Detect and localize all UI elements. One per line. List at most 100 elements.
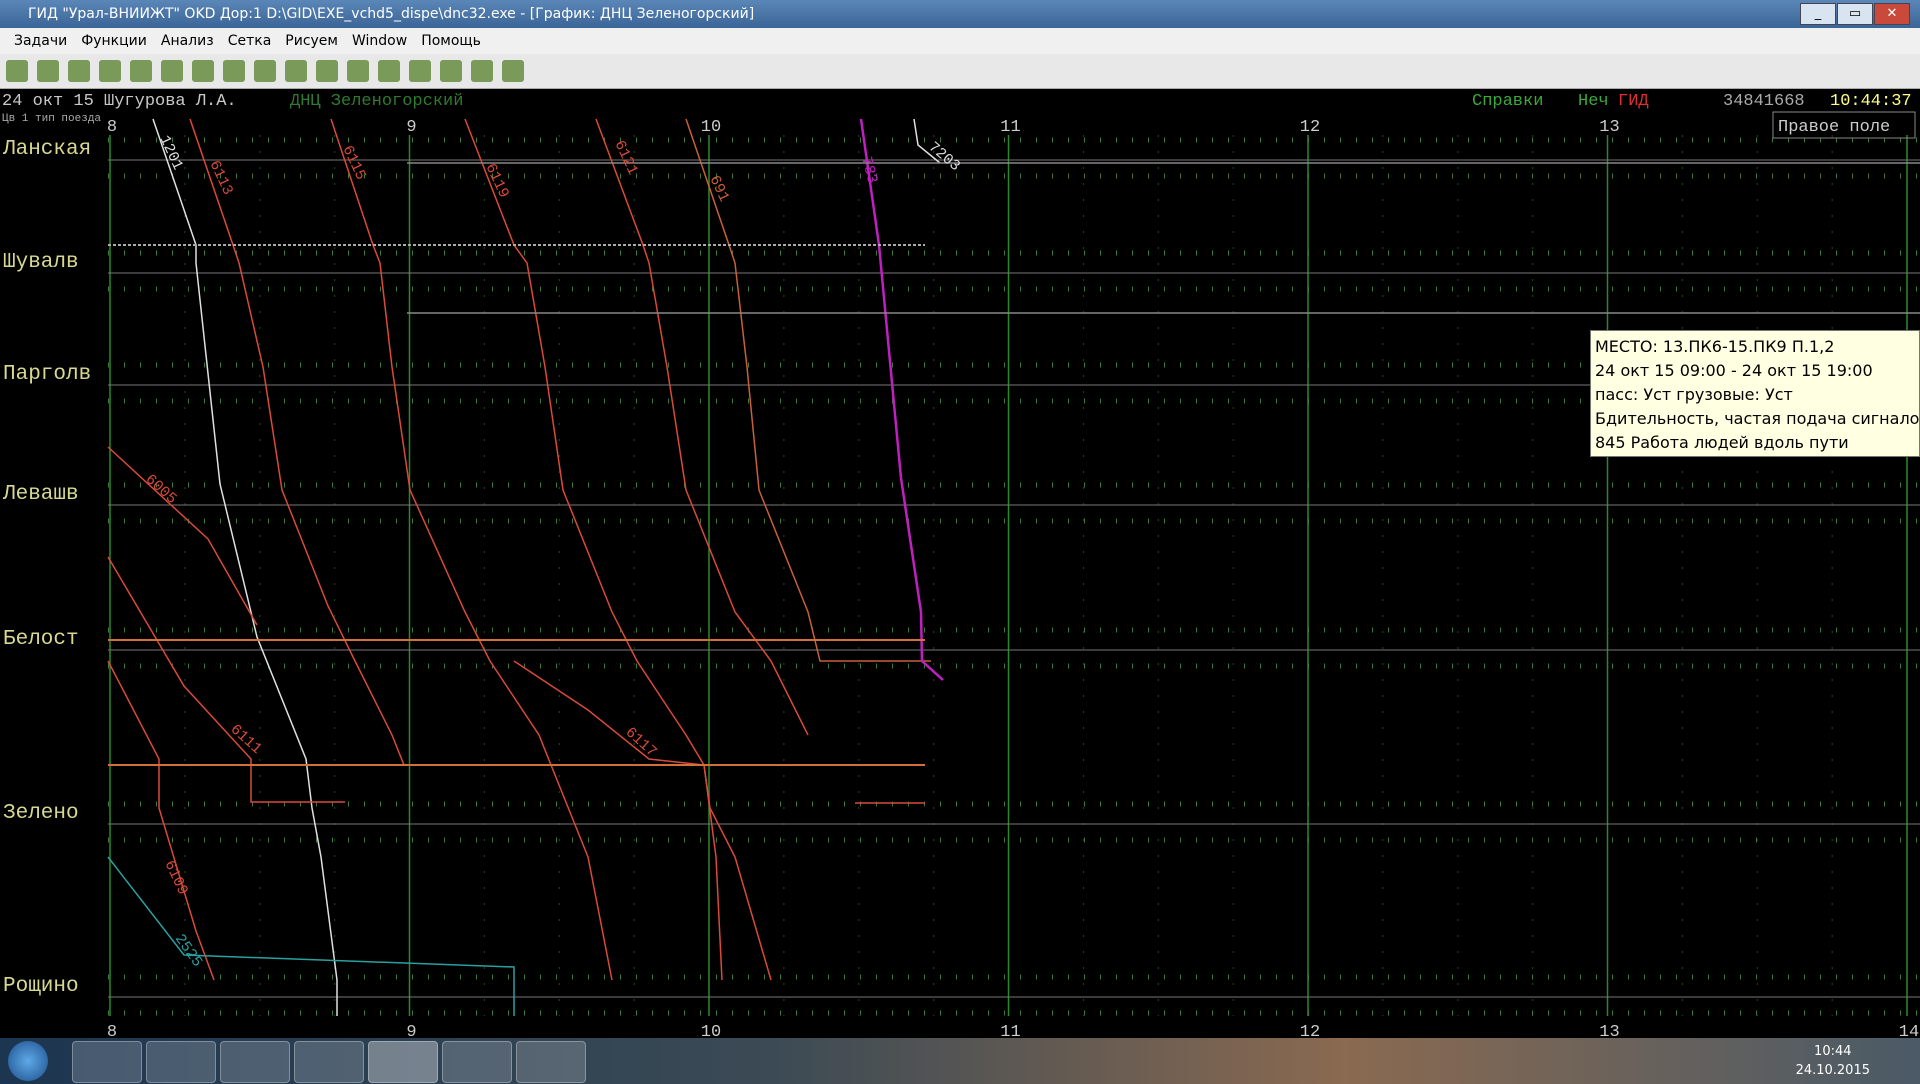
station-name: Рощино [3, 975, 79, 998]
station-name: Ланская [2, 138, 91, 161]
hour-label-top: 9 [406, 118, 416, 137]
hour-label-top: 13 [1599, 118, 1619, 137]
train-line [464, 118, 723, 981]
task-ie[interactable] [146, 1041, 216, 1083]
menu-item[interactable]: Помощь [421, 33, 481, 49]
hour-label-bottom: 11 [1000, 1023, 1020, 1038]
hour-label-bottom: 8 [107, 1023, 117, 1038]
hour-label-top: 12 [1300, 118, 1320, 137]
train-labels: 1201 6113 6115 6119 6121 691 6005 6111 6… [142, 133, 964, 970]
train-line [913, 118, 941, 164]
tool-button[interactable] [378, 60, 400, 82]
hour-label-bottom: 10 [701, 1023, 721, 1038]
menu-item[interactable]: Функции [81, 33, 147, 49]
tooltip-line: 24 окт 15 09:00 - 24 окт 15 19:00 [1595, 361, 1873, 380]
train-line [685, 118, 931, 662]
gid-mode[interactable]: ГИД [1618, 92, 1649, 111]
train-graph: 1201 6113 6115 6119 6121 691 6005 6111 6… [2, 92, 1920, 1038]
help-link[interactable]: Справки [1472, 92, 1543, 111]
task-app[interactable] [516, 1041, 586, 1083]
train-line [107, 446, 258, 626]
train-line [107, 660, 215, 981]
tool-button[interactable] [6, 60, 28, 82]
tray-date: 24.10.2015 [1795, 1063, 1870, 1078]
tool-button[interactable] [99, 60, 121, 82]
tooltip-line: МЕСТО: 13.ПК6-15.ПК9 П.1,2 [1595, 337, 1835, 356]
clock: 10:44:37 [1830, 92, 1912, 111]
date-user: 24 окт 15 Шугурова Л.А. [2, 92, 237, 111]
dispatcher: ДНЦ Зеленогорский [290, 92, 463, 111]
restore[interactable]: ▭ [1837, 3, 1873, 25]
tray-clock: 10:44 24.10.2015 [1796, 1042, 1870, 1080]
menu-bar: Задачи Функции Анализ Сетка Рисуем Window Помо… [0, 28, 1920, 54]
counter: 34841668 [1723, 92, 1805, 111]
station-name: Шувалв [3, 251, 79, 274]
hour-label-top: 11 [1000, 118, 1020, 137]
task-explorer[interactable] [72, 1041, 142, 1083]
window-title: ГИД "Урал-ВНИИЖТ" OKD Дор:1 D:\GID\EXE_v… [28, 6, 755, 22]
tool-button[interactable] [161, 60, 183, 82]
task-mail[interactable] [220, 1041, 290, 1083]
train-line [189, 118, 405, 766]
hour-label-top: 10 [701, 118, 721, 137]
station-name: Левашв [2, 483, 79, 506]
right-field-box[interactable] [1772, 111, 1916, 139]
odd-mode[interactable]: Неч [1578, 92, 1609, 111]
tool-button[interactable] [471, 60, 493, 82]
tooltip-line: Бдительность, частая подача сигналов [1595, 409, 1920, 428]
tool-button[interactable] [130, 60, 152, 82]
menu-item[interactable]: Window [351, 33, 408, 49]
start-button[interactable] [8, 1041, 48, 1081]
task-media[interactable] [442, 1041, 512, 1083]
train-number: 1201 [155, 133, 186, 173]
tool-button[interactable] [192, 60, 214, 82]
close[interactable]: ✕ [1874, 3, 1910, 25]
hour-label-bottom: 14 [1899, 1023, 1919, 1038]
menu-item[interactable]: Рисуем [285, 33, 338, 49]
hour-label-bottom: 12 [1300, 1023, 1320, 1038]
hour-label-bottom: 9 [406, 1023, 416, 1038]
header-row: 24 окт 15 Шугурова Л.А. ДНЦ Зеленогорски… [2, 92, 1916, 139]
menu-item[interactable]: Анализ [160, 33, 214, 49]
tray-time: 10:44 [1814, 1044, 1852, 1059]
legend-hint: Цв 1 тип поезда [2, 113, 101, 125]
tool-button[interactable] [37, 60, 59, 82]
train-number: 6109 [160, 858, 191, 898]
task-gid[interactable] [368, 1041, 438, 1083]
tool-button[interactable] [409, 60, 431, 82]
tool-button[interactable] [347, 60, 369, 82]
train-line [513, 660, 772, 981]
train-number: 7203 [925, 139, 964, 175]
tool-button[interactable] [223, 60, 245, 82]
tool-button[interactable] [316, 60, 338, 82]
tool-button[interactable] [440, 60, 462, 82]
train-line [859, 118, 944, 681]
train-line [152, 118, 338, 1016]
menu-item[interactable]: Задачи [14, 33, 68, 49]
train-line [330, 118, 613, 981]
tool-button[interactable] [285, 60, 307, 82]
train-line [595, 118, 809, 736]
task-tools[interactable] [294, 1041, 364, 1083]
minimize[interactable]: _ [1800, 3, 1836, 25]
train-number: 783 [857, 155, 880, 185]
taskbar: 10:44 24.10.2015 [0, 1038, 1920, 1084]
right-field[interactable]: Правое поле [1778, 118, 1890, 137]
station-name: Зелено [3, 802, 79, 825]
train-number: 6005 [142, 471, 180, 508]
train-number: 2525 [171, 931, 206, 970]
hour-label-bottom: 13 [1599, 1023, 1619, 1038]
hour-label-top: 8 [107, 118, 117, 137]
tooltip-line: пасс: Уст грузовые: Уст [1595, 385, 1793, 404]
toolbar [0, 54, 1920, 89]
tool-button[interactable] [254, 60, 276, 82]
train-line [107, 556, 345, 803]
tool-button[interactable] [502, 60, 524, 82]
tool-button[interactable] [68, 60, 90, 82]
train-line [107, 856, 515, 1016]
tooltip: МЕСТО: 13.ПК6-15.ПК9 П.1,2 24 окт 15 09:0… [1590, 330, 1920, 457]
menu-item[interactable]: Сетка [227, 33, 272, 49]
tooltip-line: 845 Работа людей вдоль пути [1595, 433, 1849, 452]
train-number: 6115 [338, 143, 369, 183]
